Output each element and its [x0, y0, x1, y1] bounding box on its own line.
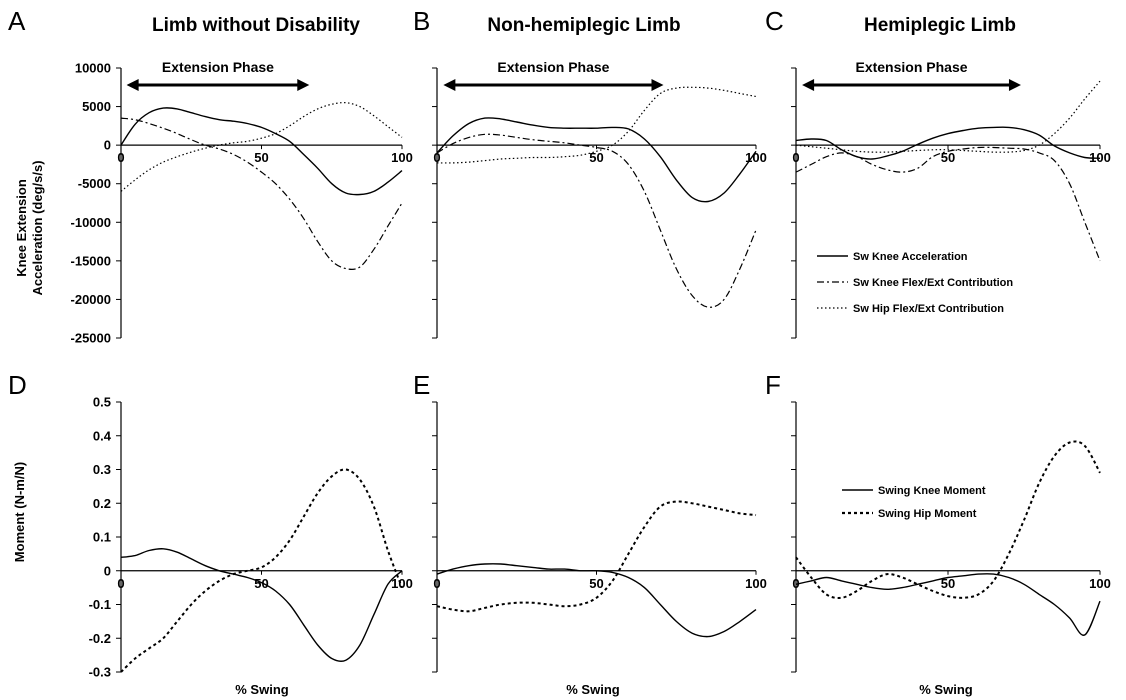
panel-letter-B: B [413, 6, 430, 36]
x-tick-label: 50 [589, 576, 603, 591]
legend-acceleration: Sw Knee Acceleration Sw Knee Flex/Ext Co… [817, 251, 1013, 315]
series-line-B-solid [436, 117, 757, 203]
series-line-F-dashed [795, 440, 1101, 599]
arrowhead-right [1008, 79, 1021, 91]
series-line-B-dotted [436, 86, 757, 164]
x-tick-label: 0 [792, 150, 799, 165]
xlabel-col-1: % Swing [235, 682, 289, 697]
series-line-F-solid [795, 573, 1101, 636]
panel-F: F 0 50 100 [765, 370, 1111, 673]
y-tick-label: 0 [104, 563, 111, 578]
arrowhead-right [297, 79, 310, 91]
series-line-A-dotted [120, 102, 403, 192]
y-tick-label: 0 [104, 138, 111, 153]
x-tick-label: 0 [433, 576, 440, 591]
y-tick-label: 0.4 [93, 428, 112, 443]
series-line-A-dashdot [120, 117, 403, 270]
series-line-C-solid [795, 126, 1101, 160]
extension-phase-label: Extension Phase [855, 59, 967, 75]
series-line-C-dashdot [795, 146, 1101, 262]
legend-acc-label-3: Sw Hip Flex/Ext Contribution [853, 303, 1004, 315]
xlabel-col-3: % Swing [919, 682, 973, 697]
series-line-E-dashed [436, 500, 757, 613]
xlabel-col-2: % Swing [566, 682, 620, 697]
y-tick-label: 0.3 [93, 462, 111, 477]
panel-D: D0.50.40.30.20.10-0.1-0.2-0.30 50 100 [8, 370, 413, 680]
panel-E: E 0 50 100 [413, 370, 767, 673]
column-title-non-hemiplegic-limb: Non-hemiplegic Limb [487, 15, 680, 36]
x-tick-label: 50 [941, 576, 955, 591]
legend-acc-label-1: Sw Knee Acceleration [853, 251, 968, 263]
ylabel-acceleration-line-2: Acceleration (deg/s/s) [30, 160, 45, 295]
y-tick-label: -15000 [71, 253, 111, 268]
ylabel-moment: Moment (N-m/N) [12, 462, 27, 562]
panel-letter-C: C [765, 6, 784, 36]
ylabel-acceleration-line-1: Knee Extension [14, 179, 29, 277]
x-tick-label: 100 [391, 150, 413, 165]
x-tick-label: 100 [1089, 576, 1111, 591]
series-line-E-solid [436, 563, 757, 638]
legend-mom-label-2: Swing Hip Moment [878, 508, 977, 520]
column-title-hemiplegic-limb: Hemiplegic Limb [864, 15, 1016, 36]
series-line-D-dashed [120, 468, 403, 673]
series-line-D-solid [120, 548, 403, 662]
panel-letter-F: F [765, 370, 781, 400]
y-tick-label: 5000 [82, 99, 111, 114]
y-tick-label: 10000 [75, 61, 111, 76]
arrowhead-right [651, 79, 664, 91]
x-tick-label: 100 [745, 576, 767, 591]
y-tick-label: -10000 [71, 215, 111, 230]
x-tick-label: 50 [254, 150, 268, 165]
y-tick-label: 0.5 [93, 395, 111, 410]
y-tick-label: 0.2 [93, 496, 111, 511]
extension-phase-label: Extension Phase [497, 59, 609, 75]
series-line-A-solid [120, 107, 403, 196]
x-tick-label: 100 [391, 576, 413, 591]
panel-letter-E: E [413, 370, 430, 400]
x-tick-label: 0 [792, 576, 799, 591]
legend-acc-label-2: Sw Knee Flex/Ext Contribution [853, 277, 1013, 289]
x-tick-label: 50 [589, 150, 603, 165]
y-tick-label: -20000 [71, 292, 111, 307]
ylabel-moment-line-1: Moment (N-m/N) [12, 462, 27, 562]
y-tick-label: -0.3 [89, 665, 111, 680]
y-tick-label: -25000 [71, 331, 111, 346]
panel-letter-D: D [8, 370, 27, 400]
panels: A1000050000-5000-10000-15000-20000-25000… [8, 6, 1111, 680]
x-tick-label: 50 [941, 150, 955, 165]
panel-A: A 10000 5000 0 -5000 -10000 -15000 -20000 -25000… [8, 6, 413, 346]
y-tick-label: 0.1 [93, 530, 111, 545]
legend-moment: Swing Knee Moment Swing Hip Moment [842, 485, 986, 520]
y-tick-label: -0.1 [89, 597, 111, 612]
extension-phase-label: Extension Phase [162, 59, 274, 75]
legend-mom-label-1: Swing Knee Moment [878, 485, 986, 497]
x-tick-label: 0 [117, 576, 124, 591]
ylabel-acceleration: Knee Extension Acceleration (deg/s/s) [14, 160, 45, 295]
x-tick-label: 0 [117, 150, 124, 165]
column-title-limb-without-disability: Limb without Disability [152, 15, 360, 36]
panel-letter-A: A [8, 6, 26, 36]
arrowhead-left [126, 79, 139, 91]
x-tick-label: 100 [745, 150, 767, 165]
series-line-B-dashdot [436, 133, 757, 308]
y-tick-label: -5000 [78, 176, 111, 191]
panel-B: B 0 50 100 Extension Phase [413, 6, 767, 339]
y-tick-label: -0.2 [89, 631, 111, 646]
series-line-C-dotted [795, 80, 1101, 153]
arrowhead-left [443, 79, 456, 91]
arrowhead-left [802, 79, 815, 91]
x-tick-label: 0 [433, 150, 440, 165]
